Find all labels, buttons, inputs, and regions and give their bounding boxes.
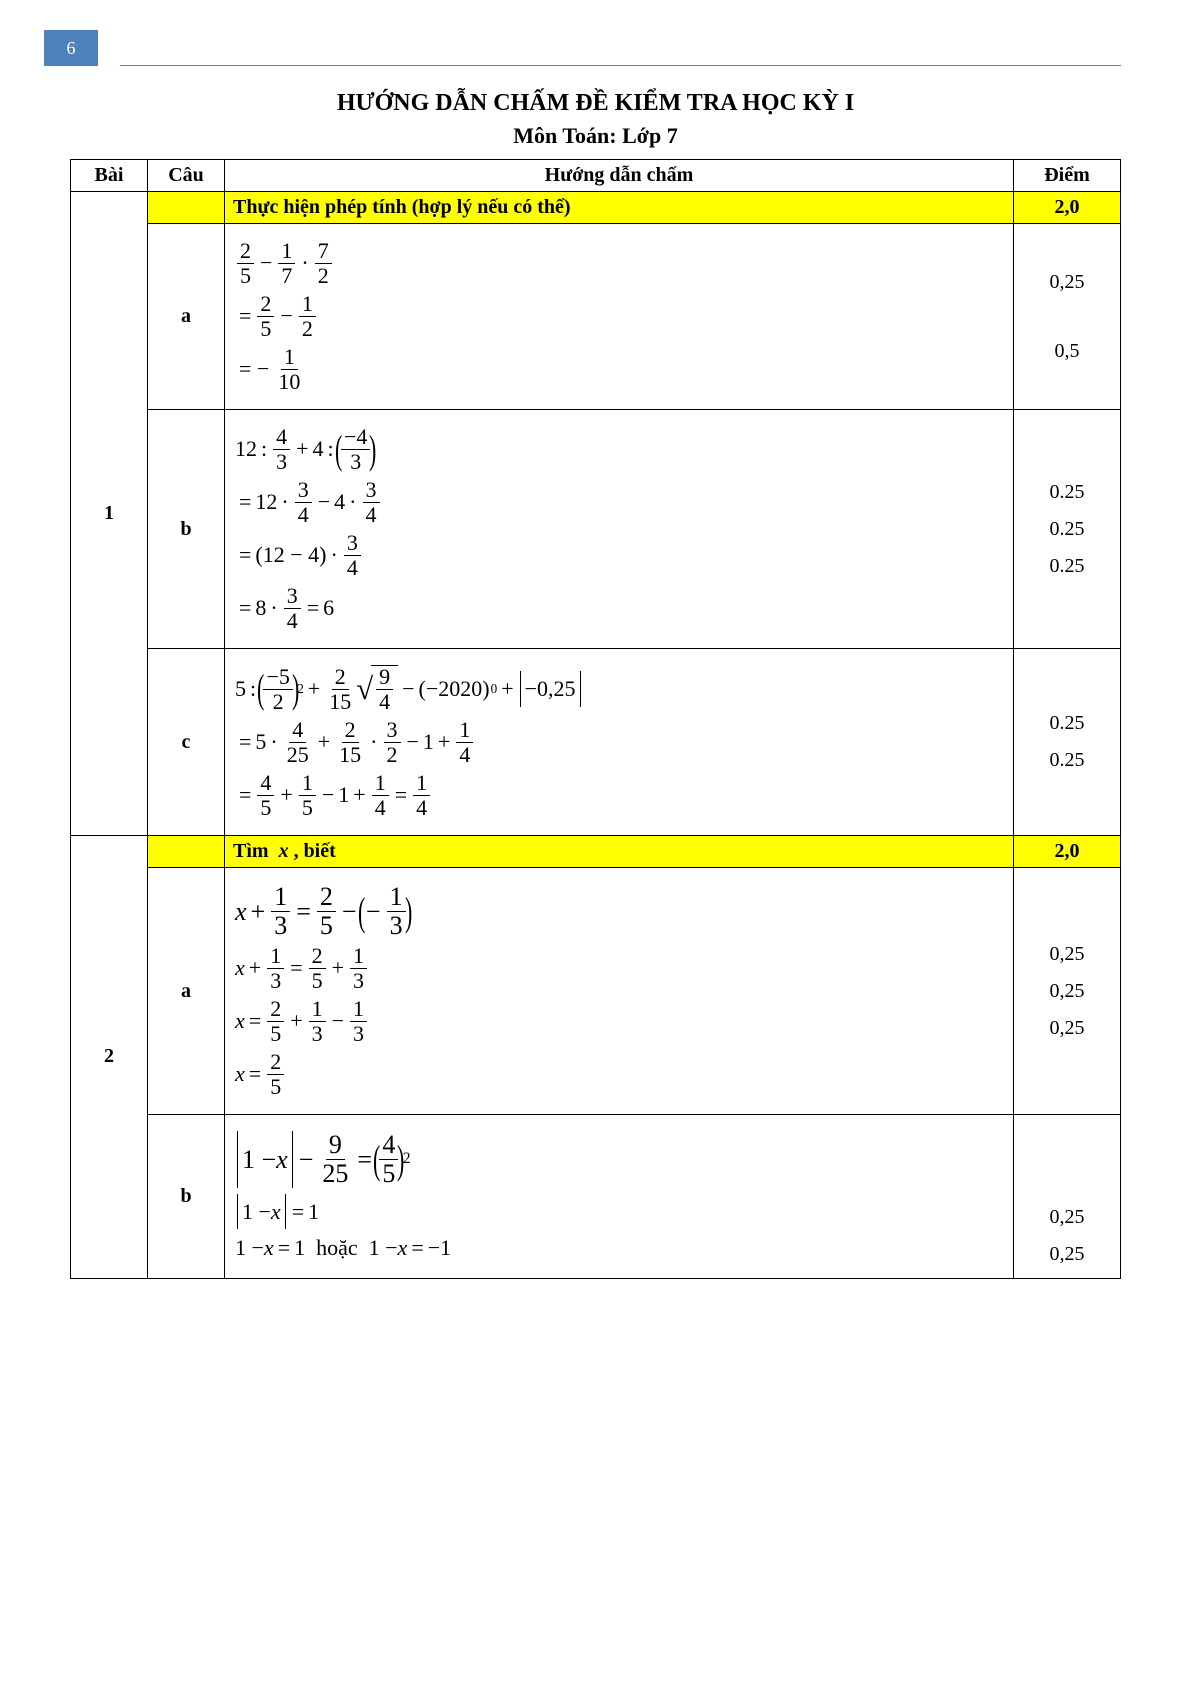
cau-cell: a xyxy=(148,868,225,1115)
points-value: 0.25 xyxy=(1050,712,1085,735)
section-header-text: Tìm x , biết xyxy=(225,836,1014,868)
title-block: HƯỚNG DẪN CHẤM ĐỀ KIỂM TRA HỌC KỲ I Môn … xyxy=(70,0,1121,149)
points-value: 0,25 xyxy=(1050,1243,1085,1266)
section-header-spacer xyxy=(148,192,225,224)
title-main: HƯỚNG DẪN CHẤM ĐỀ KIỂM TRA HỌC KỲ I xyxy=(70,90,1121,117)
section-header-spacer xyxy=(148,836,225,868)
points-value: 0,25 xyxy=(1050,1017,1085,1040)
title-sub: Môn Toán: Lớp 7 xyxy=(70,123,1121,149)
page-number-badge: 6 xyxy=(44,30,98,66)
col-header-cau: Câu xyxy=(148,160,225,192)
table-row: b 1 − x − 925 = ( 45 )2 1 − x xyxy=(71,1115,1121,1279)
col-header-content: Hướng dẫn chấm xyxy=(225,160,1014,192)
table-header-row: Bài Câu Hướng dẫn chấm Điểm xyxy=(71,160,1121,192)
points-value: 0.25 xyxy=(1050,481,1085,504)
col-header-diem: Điểm xyxy=(1014,160,1121,192)
section-header-text: Thực hiện phép tính (hợp lý nếu có thể) xyxy=(225,192,1014,224)
content-cell: 1 − x − 925 = ( 45 )2 1 − x =1 xyxy=(225,1115,1014,1279)
table-row: a 25 − 17 · 72 = 25 − xyxy=(71,224,1121,410)
cau-cell: b xyxy=(148,410,225,649)
content-cell: 5: ( −52 )2 + 215 √94 −(−2020)0 + −0,25 xyxy=(225,649,1014,836)
rubric-table: Bài Câu Hướng dẫn chấm Điểm 1 Thực hiện … xyxy=(70,159,1121,1279)
points-cell: 0,25 0,25 0,25 xyxy=(1014,868,1121,1115)
equation-block: 1 − x − 925 = ( 45 )2 1 − x =1 xyxy=(233,1119,1005,1274)
cau-cell: b xyxy=(148,1115,225,1279)
section-header-row: 2 Tìm x , biết 2,0 xyxy=(71,836,1121,868)
equation-block: 12: 43 +4: ( −43 ) =12· 34 −4· 34 xyxy=(233,414,1005,644)
points-cell: 0,25 0,5 xyxy=(1014,224,1121,410)
page: 6 HƯỚNG DẪN CHẤM ĐỀ KIỂM TRA HỌC KỲ I Mô… xyxy=(0,0,1191,1684)
bai-cell: 2 xyxy=(71,836,148,1279)
points-value: 0,25 xyxy=(1050,271,1085,294)
points-value: 0.25 xyxy=(1050,518,1085,541)
col-header-bai: Bài xyxy=(71,160,148,192)
content-cell: 12: 43 +4: ( −43 ) =12· 34 −4· 34 xyxy=(225,410,1014,649)
points-value: 0,25 xyxy=(1050,943,1085,966)
points-value: 0.25 xyxy=(1050,555,1085,578)
section-header-points: 2,0 xyxy=(1014,836,1121,868)
points-cell: 0,25 0,25 xyxy=(1014,1115,1121,1279)
equation-block: x+ 13 = 25 − ( − 13 ) x+ 13 xyxy=(233,872,1005,1110)
points-cell: 0.25 0.25 0.25 xyxy=(1014,410,1121,649)
cau-cell: c xyxy=(148,649,225,836)
header-rule xyxy=(120,65,1121,66)
points-cell: 0.25 0.25 xyxy=(1014,649,1121,836)
cau-cell: a xyxy=(148,224,225,410)
points-value: 0,25 xyxy=(1050,980,1085,1003)
bai-cell: 1 xyxy=(71,192,148,836)
equation-block: 5: ( −52 )2 + 215 √94 −(−2020)0 + −0,25 xyxy=(233,653,1005,831)
table-row: c 5: ( −52 )2 + 215 √94 −(−2020)0 + xyxy=(71,649,1121,836)
points-value: 0,5 xyxy=(1055,340,1080,363)
section-header-row: 1 Thực hiện phép tính (hợp lý nếu có thể… xyxy=(71,192,1121,224)
points-value: 0.25 xyxy=(1050,749,1085,772)
page-number: 6 xyxy=(67,38,76,59)
table-row: b 12: 43 +4: ( −43 ) =12· 34 xyxy=(71,410,1121,649)
table-row: a x+ 13 = 25 − ( − 13 ) xyxy=(71,868,1121,1115)
content-cell: x+ 13 = 25 − ( − 13 ) x+ 13 xyxy=(225,868,1014,1115)
section-header-points: 2,0 xyxy=(1014,192,1121,224)
content-cell: 25 − 17 · 72 = 25 − 12 xyxy=(225,224,1014,410)
points-value: 0,25 xyxy=(1050,1206,1085,1229)
equation-block: 25 − 17 · 72 = 25 − 12 xyxy=(233,228,1005,405)
